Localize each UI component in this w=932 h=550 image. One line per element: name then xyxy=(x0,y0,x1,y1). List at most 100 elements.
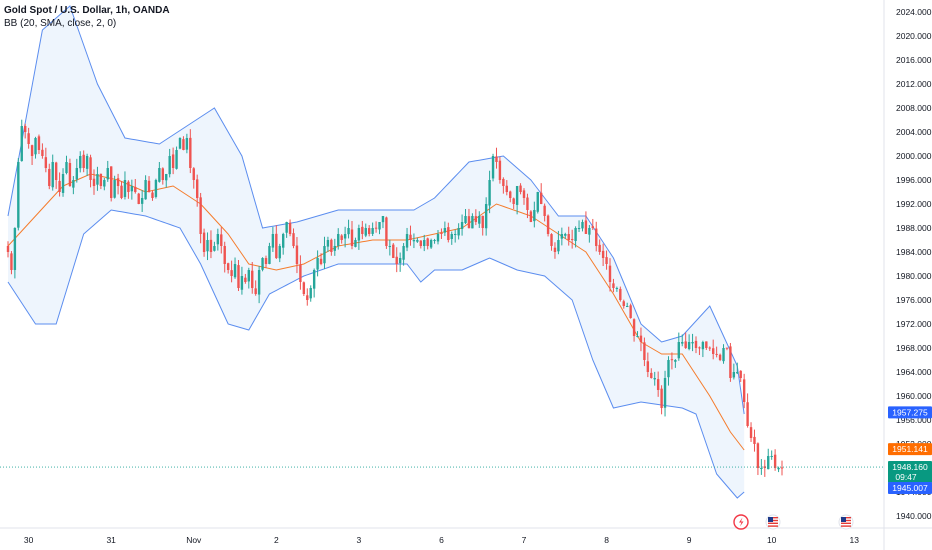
candle-body xyxy=(595,228,598,246)
candle-body xyxy=(722,348,725,362)
candle-body xyxy=(423,240,426,247)
candle xyxy=(460,214,464,236)
candle-body xyxy=(629,305,632,318)
candle xyxy=(378,221,381,235)
candle xyxy=(505,180,508,196)
last-price-text: 1948.160 xyxy=(892,462,928,472)
candle-body xyxy=(17,162,20,228)
candle xyxy=(147,176,151,193)
candle xyxy=(426,237,429,250)
candle-body xyxy=(51,162,54,188)
candle-body xyxy=(488,180,491,206)
candle xyxy=(567,226,570,246)
candle-body xyxy=(147,180,151,192)
candle xyxy=(34,136,37,159)
us-flag-icon-2[interactable] xyxy=(838,514,854,530)
candle xyxy=(371,222,374,236)
candle-body xyxy=(368,228,371,234)
candle-body xyxy=(763,466,766,468)
candle-body xyxy=(749,427,753,438)
candle-body xyxy=(54,162,58,180)
candle-body xyxy=(223,245,226,264)
symbol-title[interactable]: Gold Spot / U.S. Dollar, 1h, OANDA xyxy=(4,5,170,16)
candle-body xyxy=(570,239,574,241)
candle-body xyxy=(13,228,17,270)
candle-body xyxy=(257,270,261,295)
candle-body xyxy=(643,342,646,360)
candle-body xyxy=(24,126,27,132)
candle xyxy=(557,230,560,255)
candle xyxy=(89,154,92,188)
candle-body xyxy=(598,244,601,252)
time-tick-label: 9 xyxy=(687,535,692,545)
candle-body xyxy=(608,265,612,282)
candle-body xyxy=(312,270,316,289)
time-tick-label: 7 xyxy=(522,535,527,545)
candle xyxy=(220,227,223,254)
candle xyxy=(374,221,378,233)
candle xyxy=(309,285,312,302)
candle xyxy=(533,201,536,228)
price-tick-label: 2000.000 xyxy=(896,151,932,161)
candle xyxy=(130,179,134,200)
candle-body xyxy=(326,240,330,247)
candle-body xyxy=(72,180,75,188)
candle-body xyxy=(85,156,89,169)
candle xyxy=(330,238,333,256)
candle xyxy=(756,442,760,476)
candle-body xyxy=(374,227,378,229)
candle xyxy=(681,334,684,347)
candle-body xyxy=(278,246,281,259)
candle xyxy=(288,219,292,237)
candle xyxy=(412,233,416,249)
candle-body xyxy=(168,156,171,175)
candle xyxy=(612,278,615,293)
candle-body xyxy=(275,233,278,258)
candle xyxy=(103,177,106,191)
candle xyxy=(199,192,202,244)
candle-body xyxy=(171,154,175,168)
indicator-label[interactable]: BB (20, SMA, close, 2, 0) xyxy=(4,18,117,29)
candle xyxy=(233,257,237,279)
candle xyxy=(10,251,13,275)
candle-body xyxy=(622,301,625,306)
candle-body xyxy=(653,378,656,380)
candle-body xyxy=(398,258,402,264)
candle xyxy=(515,185,519,215)
candle-body xyxy=(299,264,302,282)
candle xyxy=(419,240,422,249)
candle-body xyxy=(113,180,116,198)
us-flag-icon[interactable] xyxy=(765,514,781,530)
candle xyxy=(206,232,209,261)
candle xyxy=(285,221,288,238)
candle xyxy=(636,331,639,338)
candle xyxy=(447,222,450,243)
dividend-event-icon[interactable] xyxy=(733,514,749,530)
candle-body xyxy=(701,342,705,350)
candle xyxy=(368,225,371,237)
candle-body xyxy=(601,250,605,258)
candle xyxy=(192,167,195,189)
candle-body xyxy=(371,228,374,234)
candle xyxy=(715,346,718,358)
candle-body xyxy=(58,180,61,192)
candle-body xyxy=(343,234,347,239)
candle xyxy=(134,178,137,194)
candle-body xyxy=(199,197,202,234)
candle xyxy=(540,183,543,205)
candle xyxy=(670,352,674,370)
candle xyxy=(75,158,78,183)
candle xyxy=(244,273,247,284)
candle xyxy=(694,336,698,354)
candle xyxy=(82,150,85,173)
candle xyxy=(546,214,550,237)
candle-body xyxy=(154,180,158,197)
candle-body xyxy=(82,154,85,168)
candle-body xyxy=(110,166,113,198)
candle xyxy=(257,265,261,304)
candle xyxy=(491,153,495,182)
candle-body xyxy=(478,216,481,224)
candle xyxy=(68,158,72,187)
